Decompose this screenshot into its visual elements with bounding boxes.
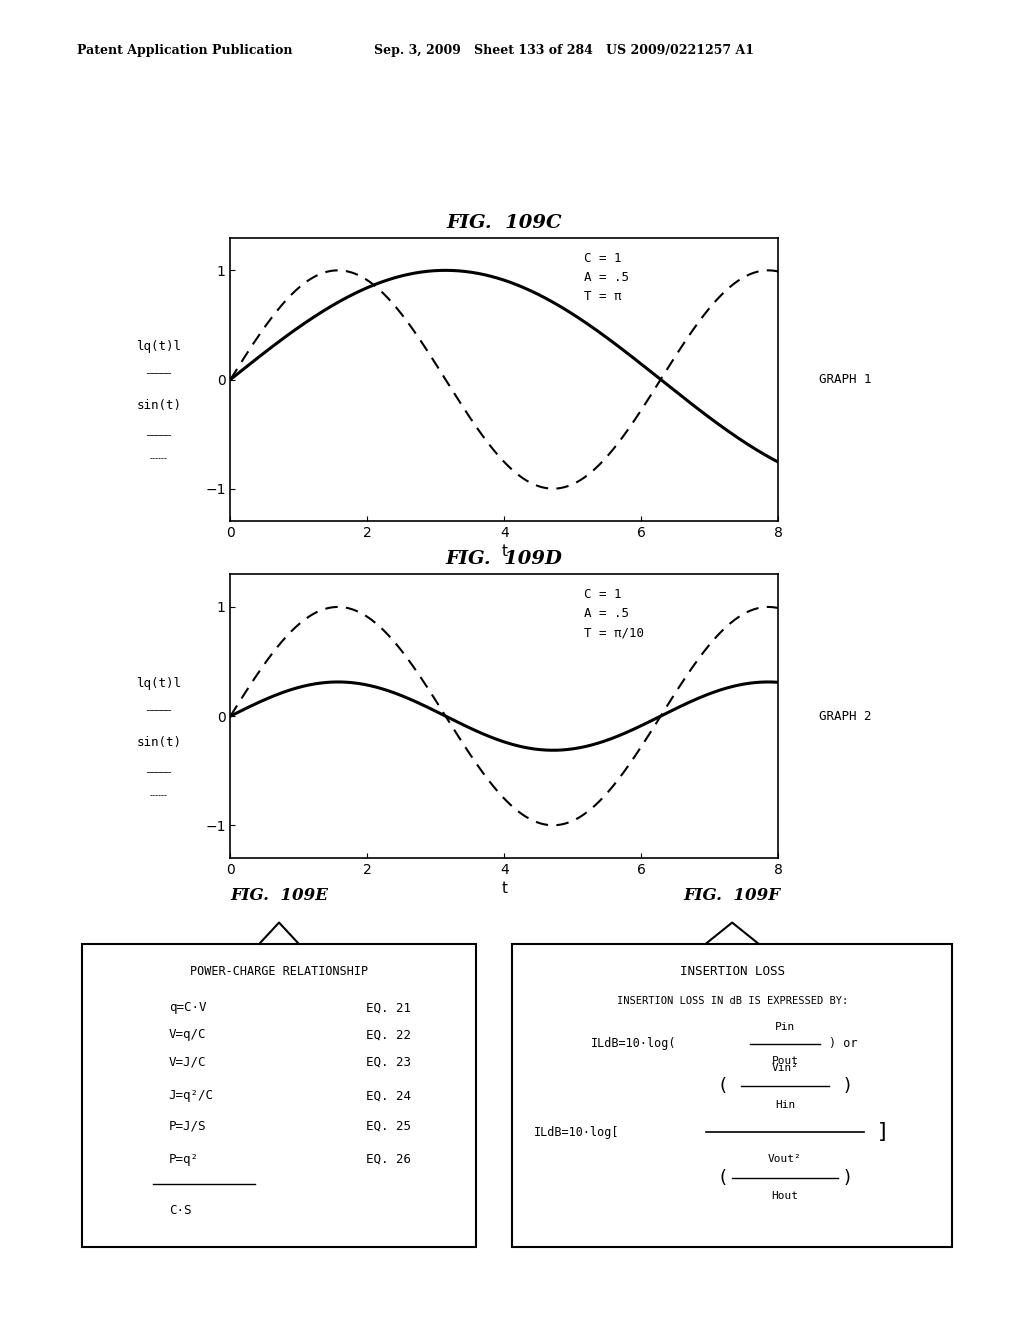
Text: ) or: ) or bbox=[829, 1038, 857, 1051]
Text: ─────: ───── bbox=[146, 767, 171, 776]
Text: Patent Application Publication: Patent Application Publication bbox=[77, 44, 292, 57]
Text: lq(t)l: lq(t)l bbox=[136, 677, 181, 689]
Text: EQ. 26: EQ. 26 bbox=[366, 1152, 411, 1166]
Text: ─────: ───── bbox=[146, 368, 171, 378]
Title: FIG.  109D: FIG. 109D bbox=[445, 550, 563, 569]
Text: (: ( bbox=[720, 1077, 727, 1096]
FancyBboxPatch shape bbox=[512, 944, 952, 1247]
Text: ): ) bbox=[843, 1077, 850, 1096]
Text: ]: ] bbox=[878, 1122, 886, 1142]
Text: EQ. 22: EQ. 22 bbox=[366, 1028, 411, 1041]
Text: INSERTION LOSS: INSERTION LOSS bbox=[680, 965, 784, 978]
Text: Pin: Pin bbox=[775, 1022, 795, 1032]
Text: Hout: Hout bbox=[771, 1191, 799, 1201]
Text: FIG.  109F: FIG. 109F bbox=[684, 887, 780, 904]
Text: ILdB=10·log(: ILdB=10·log( bbox=[591, 1038, 677, 1051]
Text: EQ. 25: EQ. 25 bbox=[366, 1119, 411, 1133]
Text: lq(t)l: lq(t)l bbox=[136, 341, 181, 352]
Text: sin(t): sin(t) bbox=[136, 400, 181, 412]
Text: V=J/C: V=J/C bbox=[169, 1056, 206, 1069]
Text: GRAPH 2: GRAPH 2 bbox=[819, 710, 871, 722]
Text: V=q/C: V=q/C bbox=[169, 1028, 206, 1041]
Text: sin(t): sin(t) bbox=[136, 737, 181, 748]
Text: GRAPH 1: GRAPH 1 bbox=[819, 374, 871, 385]
Text: Sep. 3, 2009   Sheet 133 of 284   US 2009/0221257 A1: Sep. 3, 2009 Sheet 133 of 284 US 2009/02… bbox=[374, 44, 754, 57]
Text: P=q²: P=q² bbox=[169, 1152, 199, 1166]
Text: ─────: ───── bbox=[146, 430, 171, 440]
Text: (: ( bbox=[720, 1168, 727, 1187]
Text: C = 1
A = .5
T = π/10: C = 1 A = .5 T = π/10 bbox=[584, 589, 644, 639]
Text: ------: ------ bbox=[150, 791, 168, 800]
Text: q=C·V: q=C·V bbox=[169, 1001, 206, 1014]
Text: ------: ------ bbox=[150, 454, 168, 463]
Text: EQ. 21: EQ. 21 bbox=[366, 1001, 411, 1014]
Text: POWER-CHARGE RELATIONSHIP: POWER-CHARGE RELATIONSHIP bbox=[190, 965, 368, 978]
Text: ): ) bbox=[843, 1168, 850, 1187]
Text: P=J/S: P=J/S bbox=[169, 1119, 206, 1133]
Text: INSERTION LOSS IN dB IS EXPRESSED BY:: INSERTION LOSS IN dB IS EXPRESSED BY: bbox=[616, 997, 848, 1006]
Text: FIG.  109E: FIG. 109E bbox=[230, 887, 328, 904]
Text: C·S: C·S bbox=[169, 1204, 191, 1217]
FancyBboxPatch shape bbox=[82, 944, 476, 1247]
Text: ─────: ───── bbox=[146, 705, 171, 714]
Text: Hin: Hin bbox=[775, 1100, 795, 1110]
Text: J=q²/C: J=q²/C bbox=[169, 1089, 214, 1102]
Text: ILdB=10·log[: ILdB=10·log[ bbox=[535, 1126, 620, 1139]
Title: FIG.  109C: FIG. 109C bbox=[446, 214, 562, 232]
Text: C = 1
A = .5
T = π: C = 1 A = .5 T = π bbox=[584, 252, 629, 302]
X-axis label: t: t bbox=[502, 880, 507, 896]
Text: Vin²: Vin² bbox=[771, 1064, 799, 1073]
Text: EQ. 24: EQ. 24 bbox=[366, 1089, 411, 1102]
Text: Pout: Pout bbox=[771, 1056, 799, 1065]
X-axis label: t: t bbox=[502, 544, 507, 560]
Text: Vout²: Vout² bbox=[768, 1155, 802, 1164]
Text: EQ. 23: EQ. 23 bbox=[366, 1056, 411, 1069]
